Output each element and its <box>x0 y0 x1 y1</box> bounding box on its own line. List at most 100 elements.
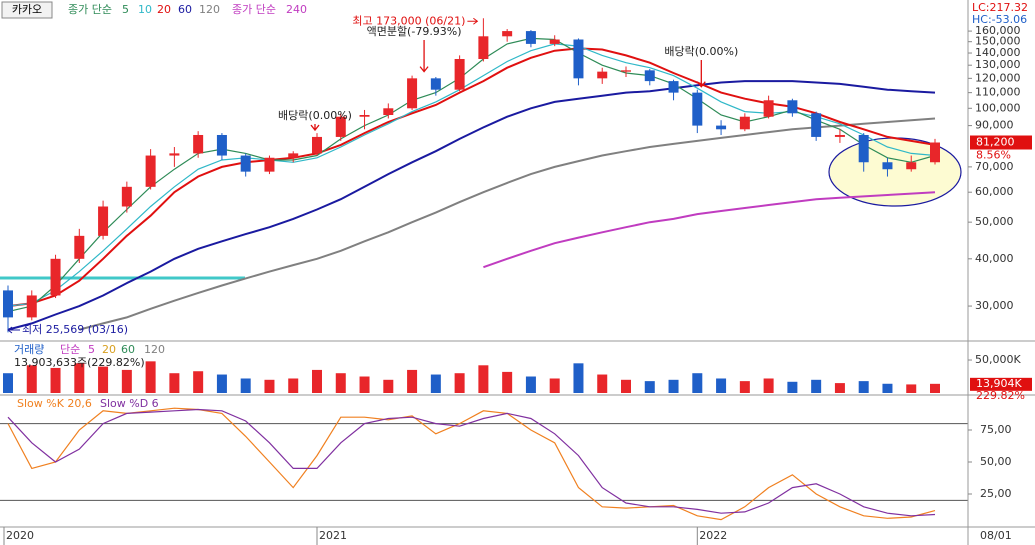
change-label: 8.56% <box>976 149 1011 162</box>
highlight-ellipse <box>828 137 962 207</box>
legend-entry: 10 <box>138 3 152 16</box>
annotation-arrow <box>310 124 320 132</box>
volume-bar <box>193 371 204 393</box>
symbol[interactable]: 카카오 <box>12 3 42 16</box>
candle-body <box>98 206 109 236</box>
candle-body <box>621 70 631 72</box>
volume-bar <box>811 379 822 393</box>
legend-entry: 종가 단순 <box>232 3 276 16</box>
volume-bar <box>882 383 893 393</box>
volume-summary: 13,903,633주(229.82%) <box>14 356 145 369</box>
y-tick-label: 75,00 <box>980 423 1012 436</box>
moving-average <box>7 80 936 331</box>
volume-bar <box>573 363 584 393</box>
volume-bar <box>834 383 845 393</box>
volume-bar <box>216 374 227 393</box>
volume-bar <box>359 376 370 393</box>
candle-body <box>478 36 489 59</box>
volume-bar <box>454 373 465 393</box>
annotation: 배당락(0.00%) <box>278 109 352 122</box>
candle-body <box>454 58 465 90</box>
y-tick-label: 150,000 <box>975 35 1021 48</box>
candle-body <box>906 162 917 170</box>
last-volume-box <box>970 377 1032 391</box>
y-tick-label: 120,000 <box>975 71 1021 84</box>
candle-body <box>644 70 655 82</box>
moving-average <box>79 117 936 331</box>
annotation-arrow <box>7 326 20 334</box>
volume-bar <box>407 369 418 393</box>
volume-bar <box>621 379 631 393</box>
volume-bar <box>264 379 275 393</box>
volume-bar <box>145 361 156 393</box>
candle-body <box>3 290 13 318</box>
candle-body <box>383 108 394 115</box>
y-tick-label: 40,000 <box>975 252 1014 265</box>
candle-body <box>597 71 608 79</box>
annotation: 배당락(0.00%) <box>664 45 738 58</box>
volume-bar <box>26 365 37 393</box>
volume-bar <box>525 376 536 393</box>
volume-bar <box>716 378 727 393</box>
volume-bar <box>692 373 703 393</box>
candle-body <box>692 92 703 126</box>
candle-body <box>882 162 893 170</box>
y-tick-label: 130,000 <box>975 58 1021 71</box>
y-tick-label: 140,000 <box>975 46 1021 59</box>
stochastic-line <box>7 408 936 517</box>
y-tick-label: 30,000 <box>975 299 1014 312</box>
volume-bar <box>240 378 251 393</box>
x-tick-label: 08/01 <box>980 529 1012 542</box>
moving-average <box>483 191 936 269</box>
volume-ratio: 229.82% <box>976 389 1025 402</box>
annotation: 최저 25,569 (03/16) <box>22 323 128 336</box>
candle-body <box>763 100 774 117</box>
y-tick-label: 50,00 <box>980 455 1012 468</box>
volume-bar <box>430 374 441 393</box>
volume-bar <box>858 381 869 393</box>
candle-body <box>716 125 727 130</box>
candle-body <box>335 116 346 137</box>
volume-bar <box>763 378 774 393</box>
candle-body <box>525 31 536 44</box>
volume-title: 거래량 <box>14 343 44 356</box>
candle-body <box>834 134 845 137</box>
candle-body <box>787 100 798 114</box>
volume-bar <box>335 373 346 393</box>
y-tick-label: 50,000K <box>975 353 1021 366</box>
last-price: 81,200 <box>976 136 1015 149</box>
y-tick-label: 100,000 <box>975 101 1021 114</box>
volume-bar <box>502 371 513 393</box>
volume-bar <box>288 378 299 393</box>
candle-body <box>668 81 679 93</box>
y-tick-label: 90,000 <box>975 119 1014 132</box>
candle-body <box>240 155 251 172</box>
volume-bar <box>3 373 13 393</box>
legend-entry: 종가 단순 <box>68 3 112 16</box>
candle-body <box>811 113 822 137</box>
legend-entry: Slow %D 6 <box>100 397 159 410</box>
legend-entry: 5 <box>88 343 95 356</box>
annotation-arrow <box>467 17 479 25</box>
volume-bar <box>478 365 489 393</box>
candle-body <box>264 157 275 172</box>
hc-label: HC:-53.06 <box>972 13 1027 26</box>
x-tick-label: 2022 <box>699 529 727 542</box>
last-price-box <box>970 135 1032 150</box>
lc-label: LC:217.32 <box>972 1 1028 14</box>
symbol-box[interactable] <box>1 1 53 19</box>
candle-body <box>169 153 180 156</box>
candle-body <box>288 153 299 158</box>
candle-body <box>739 116 750 130</box>
annotation-arrow <box>696 60 706 88</box>
candle-body <box>858 134 869 163</box>
candle-body <box>407 78 418 109</box>
volume-bar <box>644 381 655 393</box>
y-tick-label: 160,000 <box>975 24 1021 37</box>
candle-body <box>430 78 441 90</box>
volume-bar <box>50 367 61 393</box>
legend-entry: 5 <box>122 3 129 16</box>
x-tick-label: 2021 <box>319 529 347 542</box>
candle-body <box>26 295 37 318</box>
